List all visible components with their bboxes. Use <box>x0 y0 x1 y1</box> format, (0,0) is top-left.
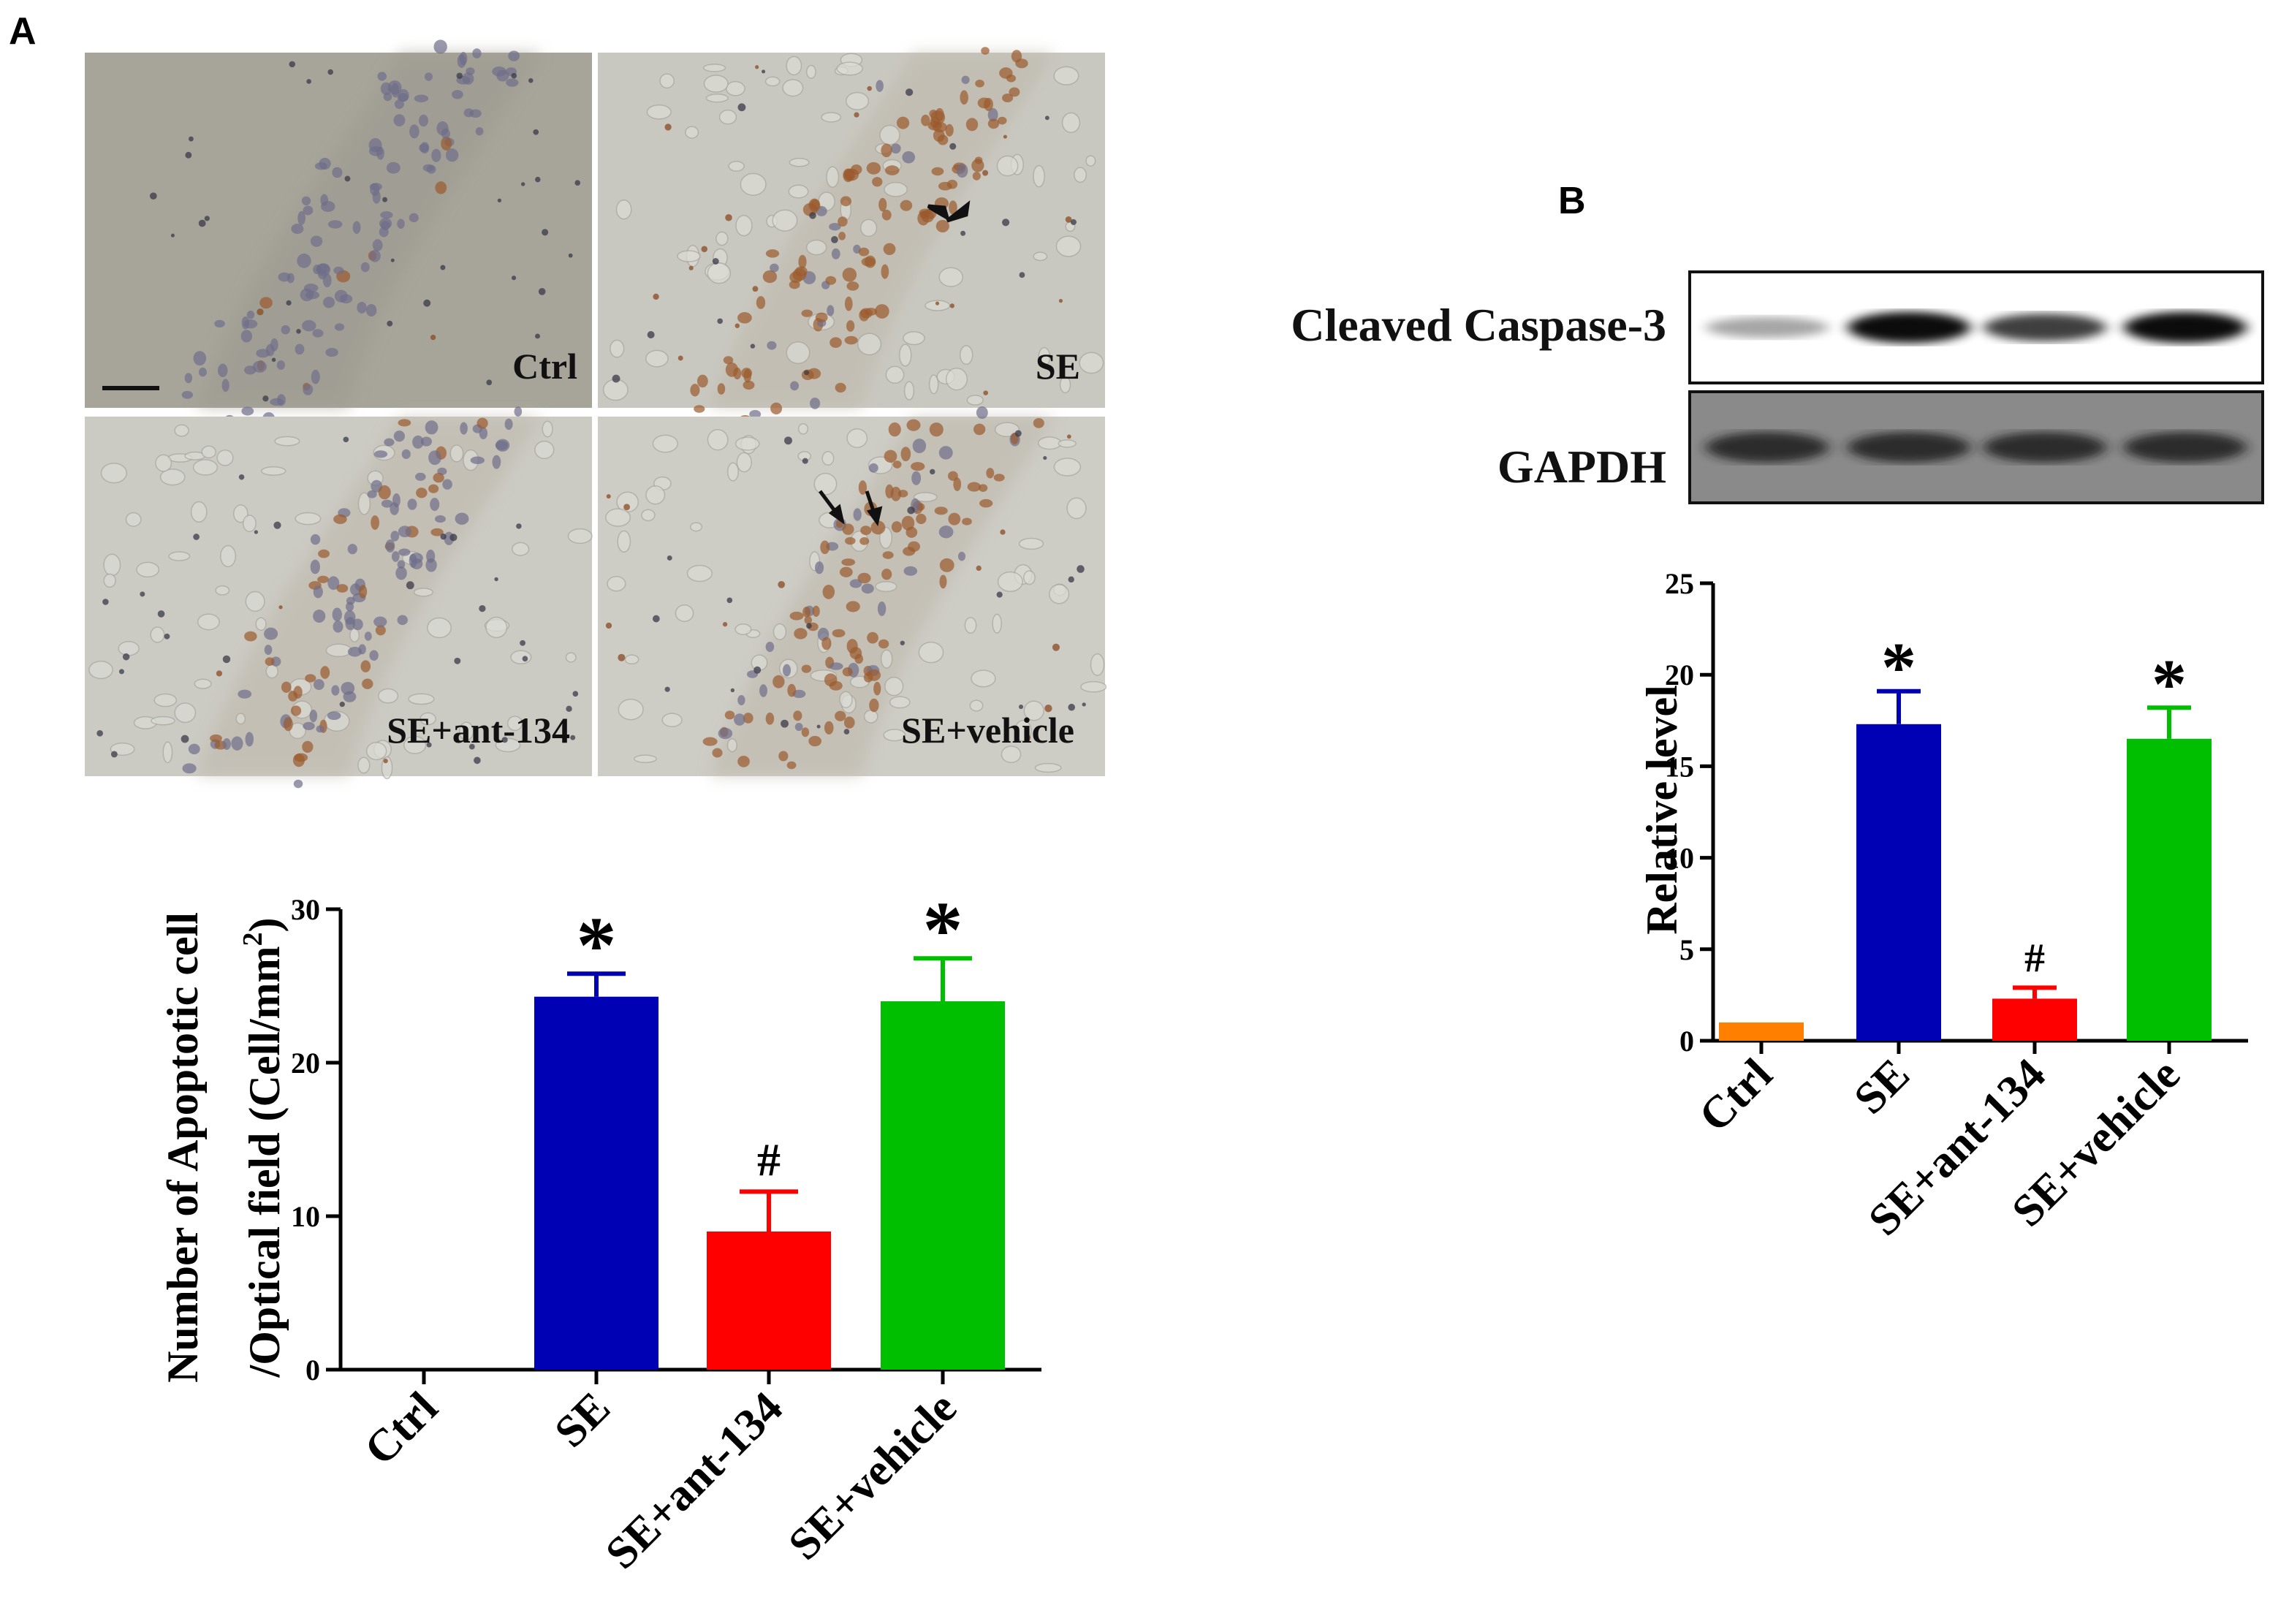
arrow-icon <box>819 490 883 527</box>
blot-label-gapdh: GAPDH <box>1497 441 1666 493</box>
y-axis-title: Relative level <box>1638 685 1686 935</box>
blot-band <box>1706 432 1829 463</box>
blot-bands-caspase <box>1706 311 2247 344</box>
chart-relative-level: Relative level 0510152025Ctrl*SE#SE+ant-… <box>1638 567 2248 1245</box>
micrograph-se-vehicle: SE+vehicle <box>598 406 1107 776</box>
chart-apoptotic-cells: Number of Apoptotic cell /Optical field … <box>159 885 1041 1579</box>
y-tick-label: 20 <box>1665 659 1694 691</box>
significance-star: * <box>2152 645 2187 723</box>
blot-band <box>1984 432 2106 463</box>
blot-band <box>1706 316 1829 338</box>
micrograph-se-ant134: SE+ant-134 <box>85 406 593 789</box>
y-tick-label: 20 <box>291 1047 320 1079</box>
y-tick-label: 10 <box>1665 842 1694 875</box>
panel-b-letter: B <box>1558 180 1586 222</box>
bar-se-ant-134 <box>707 1232 831 1370</box>
blot-band <box>2124 311 2247 344</box>
y-tick-label: 10 <box>291 1200 320 1233</box>
micrograph-grid: Ctrl SE SE+ant-134 SE+vehicle <box>85 39 1107 789</box>
blot-band <box>1984 314 2106 341</box>
panel-a-letter: A <box>9 10 37 53</box>
bar-se-ant-134 <box>1992 998 2077 1041</box>
x-category-label: SE <box>545 1383 620 1457</box>
y-tick-label: 15 <box>1665 750 1694 783</box>
y-axis-title-line1: Number of Apoptotic cell <box>159 912 207 1383</box>
blot-band <box>2124 432 2247 463</box>
x-category-label: SE+vehicle <box>779 1383 966 1570</box>
micrograph-label-se-vehicle: SE+vehicle <box>901 710 1074 751</box>
micrograph-label-se: SE <box>1036 346 1080 387</box>
blot-label-caspase: Cleaved Caspase-3 <box>1291 299 1666 351</box>
micrograph-se: SE <box>598 47 1105 425</box>
micrograph-ctrl: Ctrl <box>85 39 592 427</box>
blot-bands-gapdh <box>1706 432 2247 463</box>
significance-hash: # <box>757 1134 781 1185</box>
x-category-label: Ctrl <box>355 1383 447 1475</box>
bar-se-vehicle <box>2127 738 2212 1041</box>
micrograph-label-ctrl: Ctrl <box>512 346 577 387</box>
y-axis-title-line2: /Optical field (Cell/mm2) <box>238 918 289 1378</box>
y-tick-label: 5 <box>1679 933 1694 966</box>
significance-hash: # <box>2024 936 2045 981</box>
blot-band <box>1848 432 1970 463</box>
significance-star: * <box>923 885 963 974</box>
y-tick-label: 30 <box>291 893 320 926</box>
blot-band <box>1848 311 1970 344</box>
significance-star: * <box>577 900 617 990</box>
bar-se <box>1856 724 1941 1041</box>
arrow-icon <box>927 200 971 223</box>
bar-ctrl <box>1719 1022 1804 1041</box>
western-blot: Cleaved Caspase-3 GAPDH <box>1291 270 2264 504</box>
x-category-label: SE <box>1845 1050 1919 1124</box>
bar-se-vehicle <box>881 1001 1005 1370</box>
significance-star: * <box>1881 629 1916 707</box>
bar-se <box>534 996 658 1370</box>
x-category-label: SE+ant-134 <box>596 1383 792 1579</box>
y-tick-label: 0 <box>305 1354 320 1386</box>
micrograph-label-se-ant134: SE+ant-134 <box>387 710 570 751</box>
y-tick-label: 25 <box>1665 567 1694 600</box>
x-category-label: Ctrl <box>1690 1050 1782 1142</box>
y-tick-label: 0 <box>1679 1025 1694 1058</box>
